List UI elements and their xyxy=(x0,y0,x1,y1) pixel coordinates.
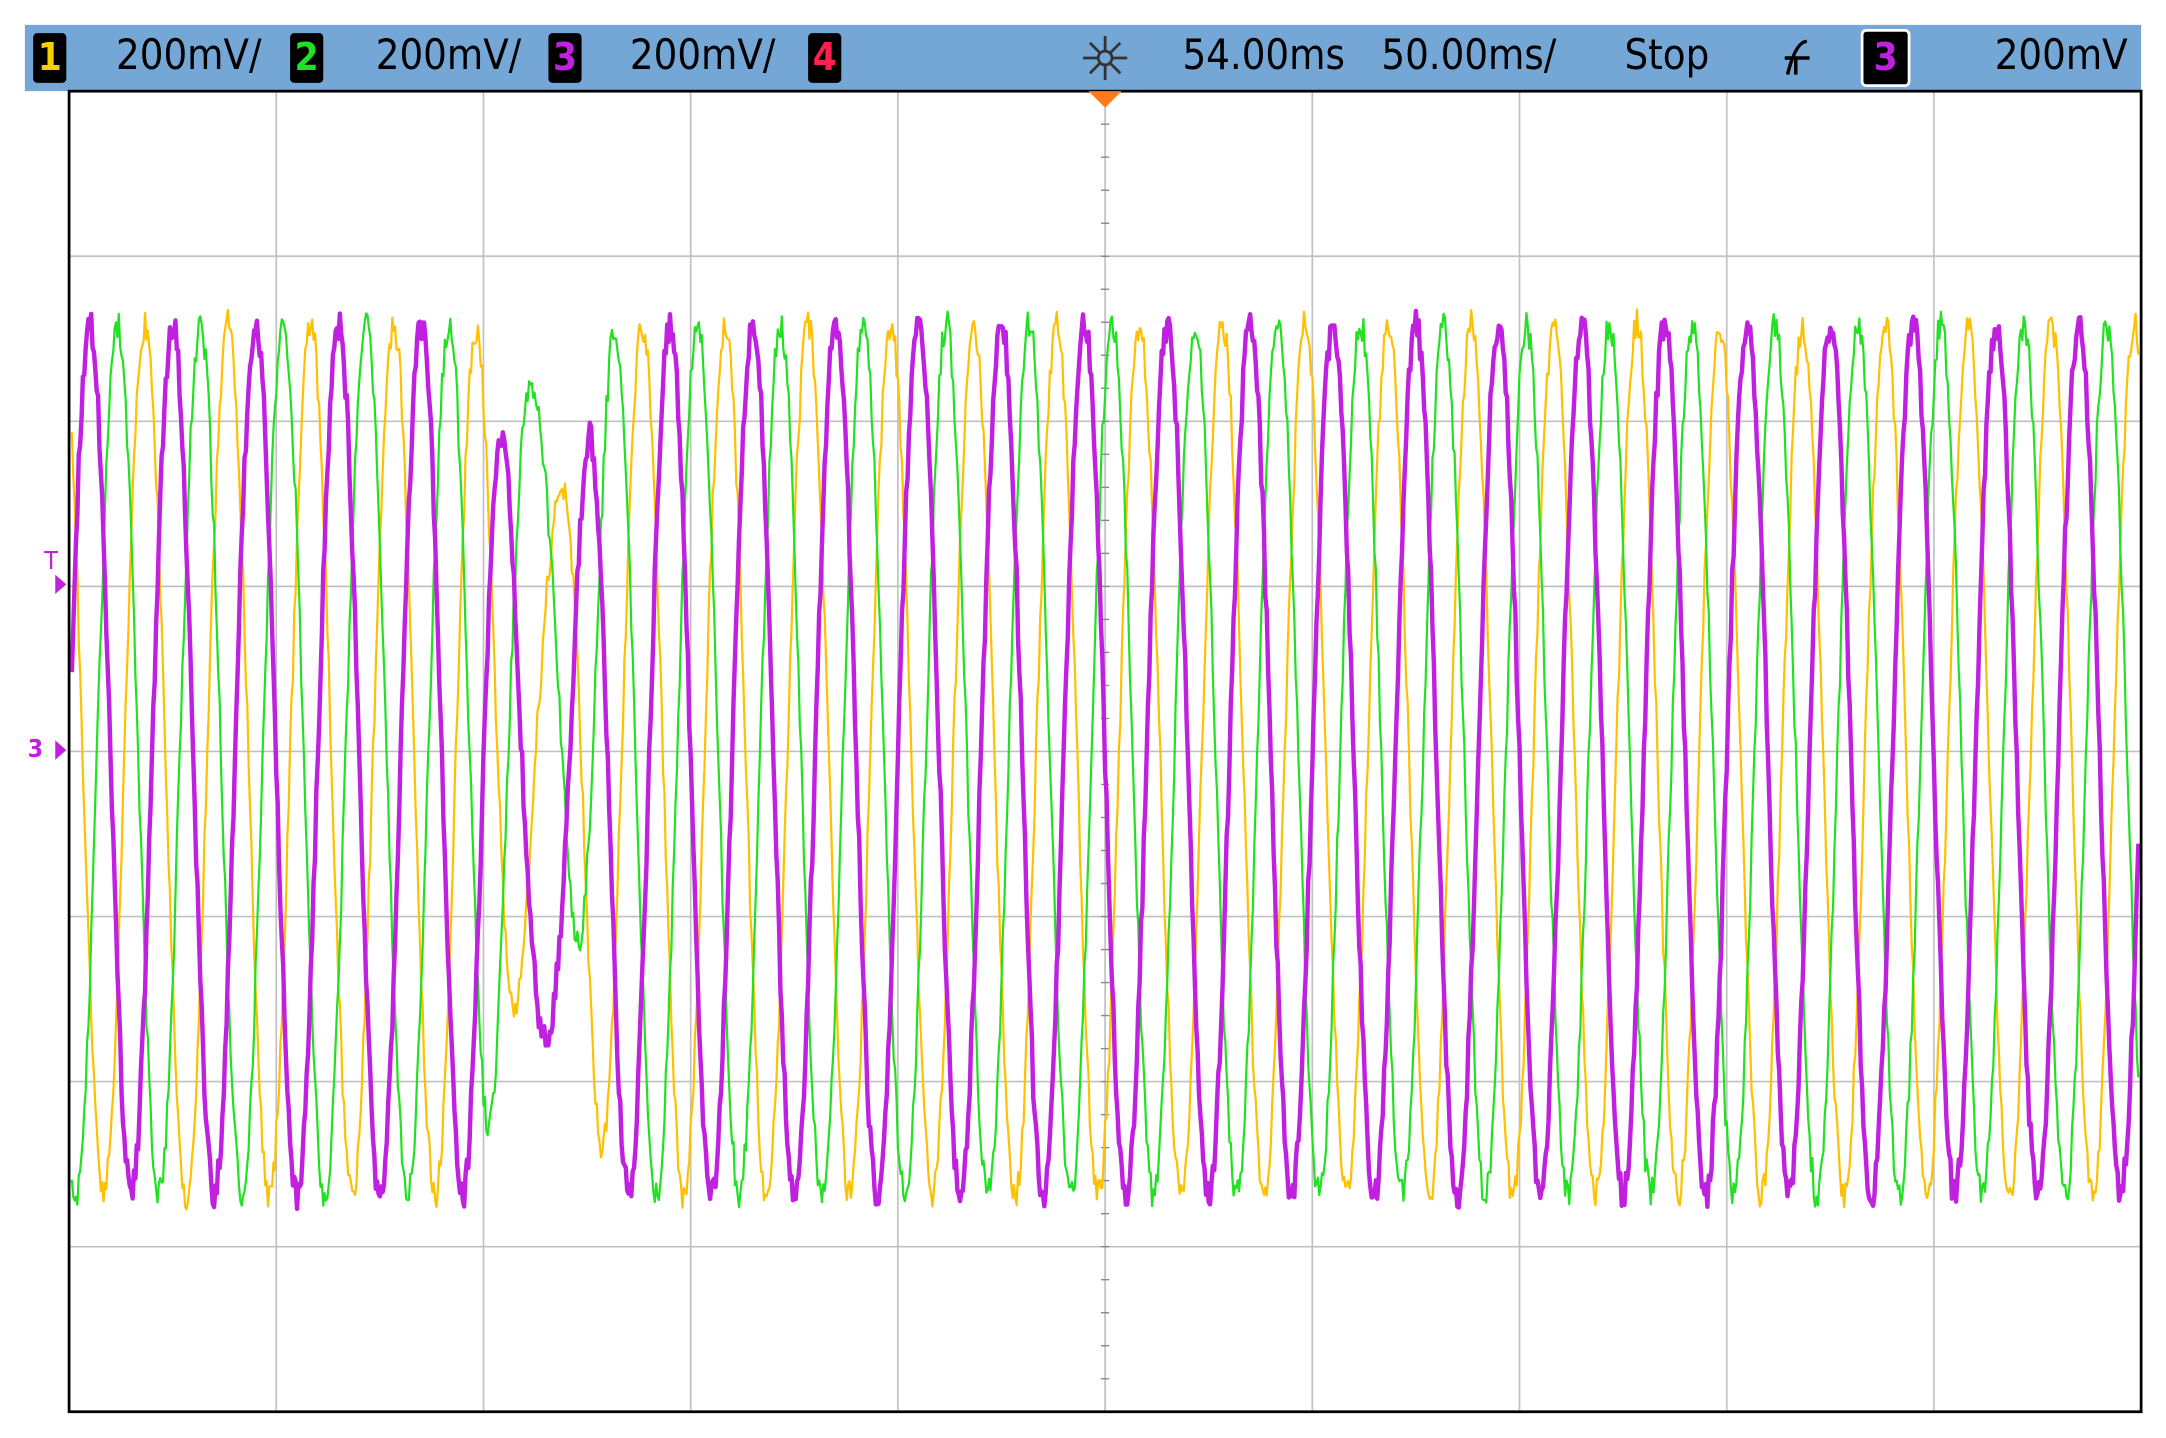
trigger-badge xyxy=(1860,29,1911,88)
channel-4: 4 xyxy=(808,33,842,83)
trigger-level-marker: T xyxy=(43,546,58,575)
waveform-trace xyxy=(70,308,2140,1211)
trigger-source: 3 xyxy=(1860,29,1911,88)
trigger-position-marker xyxy=(1088,91,1122,108)
channel-number: 4 xyxy=(813,35,837,80)
channel-badge xyxy=(33,33,67,83)
channel-scale: 200mV/ xyxy=(116,31,262,79)
waveform-trace xyxy=(70,310,2140,1209)
ground-marker: 3 xyxy=(28,734,44,763)
channel-number: 3 xyxy=(553,35,577,80)
channel-1: 1 200mV/ xyxy=(33,31,262,83)
channel-badge xyxy=(808,33,842,83)
trigger-edge-icon xyxy=(1784,39,1810,76)
channel-badge xyxy=(290,33,324,83)
channel-number: 1 xyxy=(38,35,62,80)
time-delay: 54.00ms xyxy=(1182,31,1344,79)
acquire-icon xyxy=(1083,35,1128,81)
trigger-arrow xyxy=(55,574,67,594)
waveform-trace xyxy=(69,308,2141,1212)
channel-badge xyxy=(548,33,582,83)
run-state: Stop xyxy=(1624,31,1709,79)
trigger-level: 200mV xyxy=(1995,31,2128,79)
trigger-channel: 3 xyxy=(1873,35,1897,80)
channel-scale: 200mV/ xyxy=(630,31,776,79)
time-scale: 50.00ms/ xyxy=(1381,31,1556,79)
ground-arrow xyxy=(55,740,67,760)
channel-3: 3 200mV/ xyxy=(548,31,776,83)
channel-number: 2 xyxy=(295,35,319,80)
channel-scale: 200mV/ xyxy=(376,31,522,79)
channel-2: 2 200mV/ xyxy=(290,31,522,83)
waveforms xyxy=(69,308,2141,1212)
